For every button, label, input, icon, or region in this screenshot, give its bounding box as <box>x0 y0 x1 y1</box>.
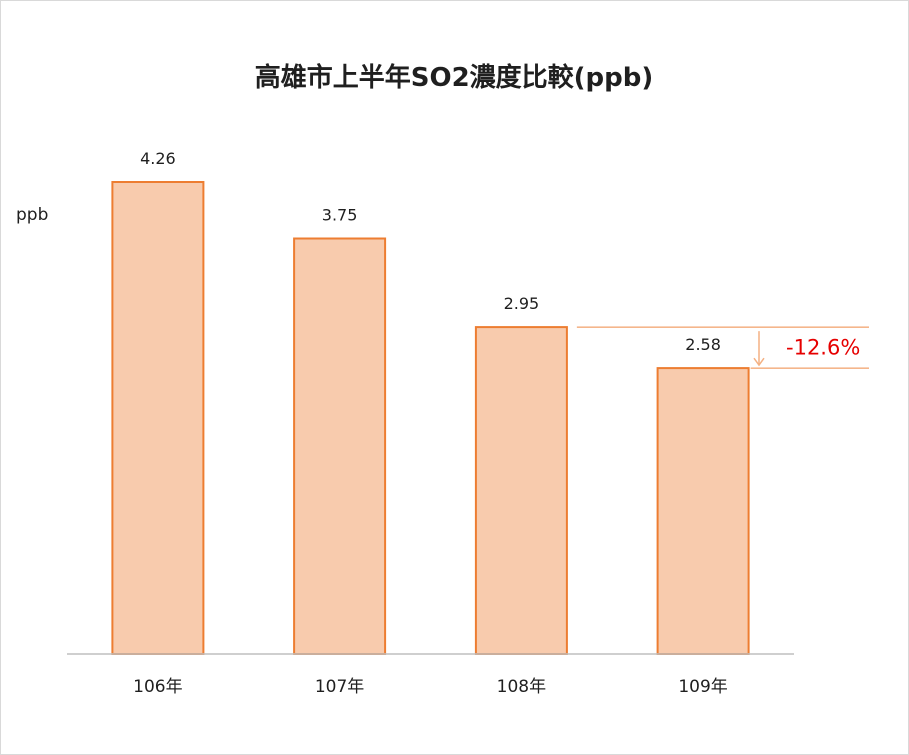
data-label-3: 2.95 <box>504 294 540 313</box>
x-tick-label-2: 107年 <box>315 677 364 697</box>
bar-3 <box>474 326 568 655</box>
bars-group <box>111 181 750 655</box>
data-label-2: 3.75 <box>322 206 358 225</box>
x-tick-label-1: 106年 <box>133 677 182 697</box>
change-annotation: -12.6% <box>576 326 869 369</box>
x-tick-labels-group: 106年 107年 108年 109年 <box>133 677 728 697</box>
annotation-arrow-head <box>753 357 765 367</box>
data-labels-group: 4.26 3.75 2.95 2.58 <box>140 149 721 354</box>
chart-title: 高雄市上半年SO2濃度比較(ppb) <box>255 62 654 93</box>
data-label-1: 4.26 <box>140 149 176 168</box>
x-tick-label-4: 109年 <box>678 677 727 697</box>
bar-4 <box>656 367 750 655</box>
y-axis-label: ppb <box>16 205 48 225</box>
annotation-text: -12.6% <box>786 336 860 360</box>
bar-1 <box>111 181 205 655</box>
data-label-4: 2.58 <box>685 335 721 354</box>
x-tick-label-3: 108年 <box>497 677 546 697</box>
bar-2 <box>293 237 387 655</box>
